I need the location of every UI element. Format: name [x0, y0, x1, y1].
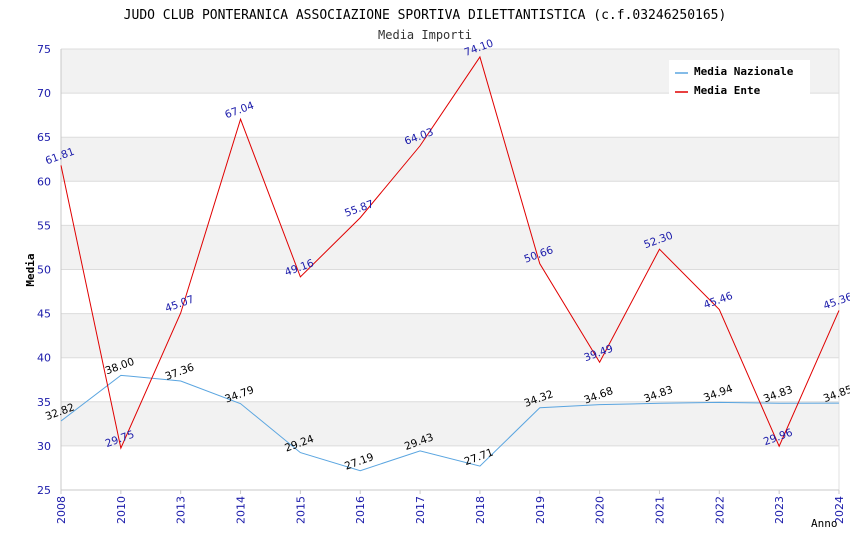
grid-band [61, 357, 839, 402]
x-axis-ticks: 2008 2010 2013 2014 2015 2016 2017 2018 2019 2020… [55, 490, 846, 524]
y-tick-label: 65 [37, 131, 51, 144]
x-tick-label: 2010 [115, 496, 128, 524]
legend: Media Nazionale Media Ente [669, 60, 810, 100]
grid-band [61, 181, 839, 226]
x-tick-label: 2015 [294, 496, 307, 524]
y-tick-label: 30 [37, 440, 51, 453]
x-tick-label: 2022 [713, 496, 726, 524]
y-tick-label: 45 [37, 308, 51, 321]
grid-band [61, 93, 839, 138]
y-tick-label: 50 [37, 264, 51, 277]
legend-box [669, 60, 810, 100]
x-tick-label: 2017 [414, 496, 427, 524]
y-tick-label: 70 [37, 87, 51, 100]
x-tick-label: 2024 [833, 496, 846, 524]
y-tick-label: 35 [37, 396, 51, 409]
x-tick-label: 2020 [594, 496, 607, 524]
grid-band [61, 313, 839, 358]
x-tick-label: 2019 [534, 496, 547, 524]
grid-band [61, 445, 839, 490]
y-axis-label: Media [24, 253, 37, 286]
grid-band [61, 269, 839, 314]
chart-axes [60, 49, 840, 491]
x-tick-label: 2021 [653, 496, 666, 524]
y-tick-label: 75 [37, 43, 51, 56]
x-tick-label: 2016 [354, 496, 367, 524]
y-tick-label: 55 [37, 219, 51, 232]
series-line-media-ente [60, 55, 840, 450]
x-axis-label: Anno [811, 517, 838, 530]
chart-title: JUDO CLUB PONTERANICA ASSOCIAZIONE SPORT… [124, 8, 727, 23]
x-tick-label: 2008 [55, 496, 68, 524]
series-line-media-nazionale [60, 374, 840, 472]
y-tick-label: 60 [37, 175, 51, 188]
y-tick-label: 25 [37, 484, 51, 497]
x-tick-label: 2013 [175, 496, 188, 524]
legend-label-media-ente: Media Ente [694, 84, 761, 97]
legend-label-media-nazionale: Media Nazionale [694, 65, 794, 78]
chart-series [60, 55, 840, 472]
grid-band [61, 137, 839, 182]
x-tick-label: 2018 [474, 496, 487, 524]
x-tick-label: 2023 [773, 496, 786, 524]
grid-band [61, 401, 839, 446]
chart-subtitle: Media Importi [378, 28, 472, 42]
x-tick-label: 2014 [235, 496, 248, 524]
chart-bands [61, 49, 839, 490]
y-tick-label: 40 [37, 352, 51, 365]
y-axis-ticks: 25 30 35 40 45 50 55 60 65 70 75 [37, 43, 51, 497]
grid-band [61, 225, 839, 270]
